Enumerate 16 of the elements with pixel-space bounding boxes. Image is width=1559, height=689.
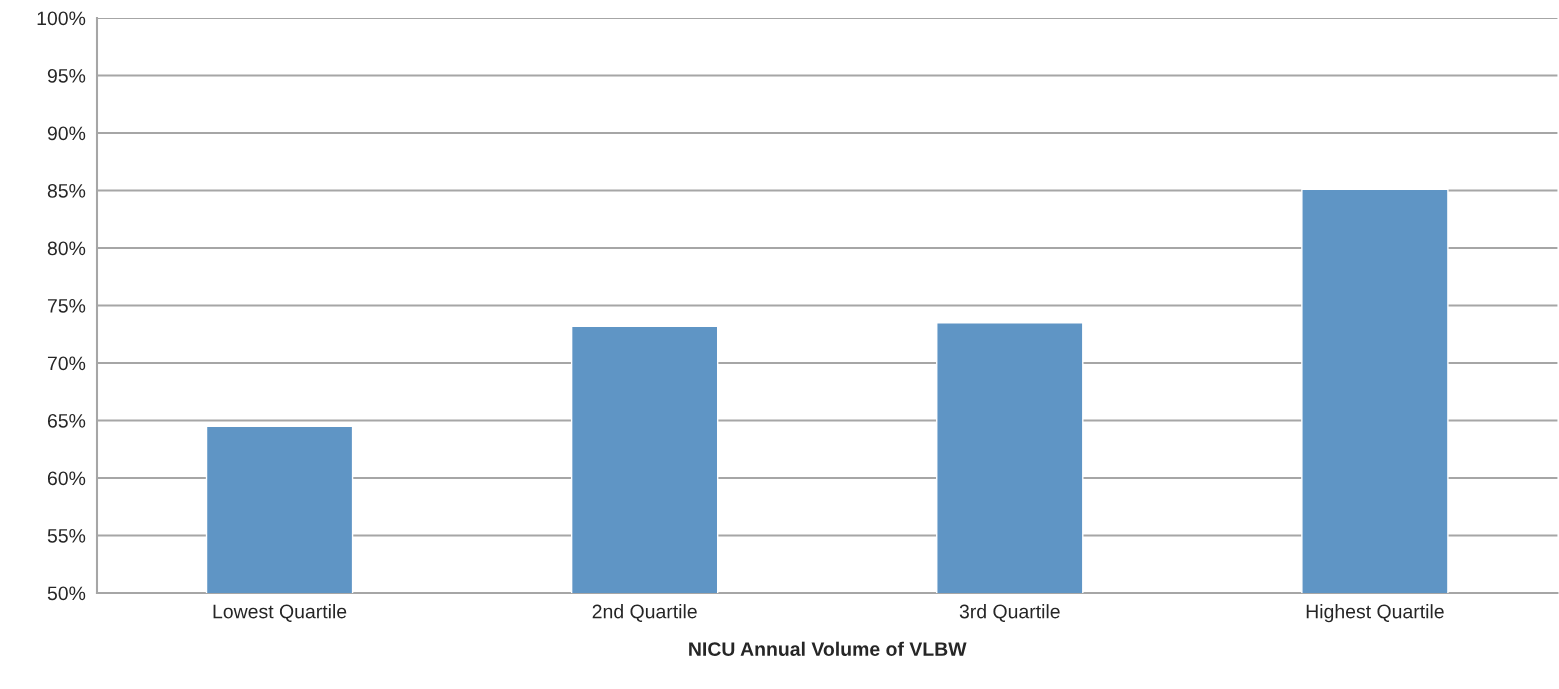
x-tick-label: Highest Quartile (1306, 604, 1444, 623)
x-axis-title: NICU Annual Volume of VLBW (689, 641, 967, 656)
x-tick-label: 3rd Quartile (959, 604, 1060, 622)
y-tick-label: 65% (47, 413, 86, 428)
y-tick-label: 85% (47, 183, 86, 198)
y-tick-label: 50% (47, 586, 86, 601)
x-tick-label: 2nd Quartile (592, 604, 697, 622)
y-tick-label: 100% (37, 11, 86, 26)
y-tick-label: 55% (47, 529, 86, 543)
y-tick-label: 95% (47, 68, 86, 83)
y-tick-label: 75% (47, 299, 86, 313)
y-tick-label: 80% (47, 241, 86, 256)
y-tick-label: 60% (47, 471, 86, 486)
y-tick-label: 90% (47, 126, 86, 141)
x-tick-label: Lowest Quartile (213, 604, 347, 622)
y-tick-label: 70% (47, 356, 86, 371)
